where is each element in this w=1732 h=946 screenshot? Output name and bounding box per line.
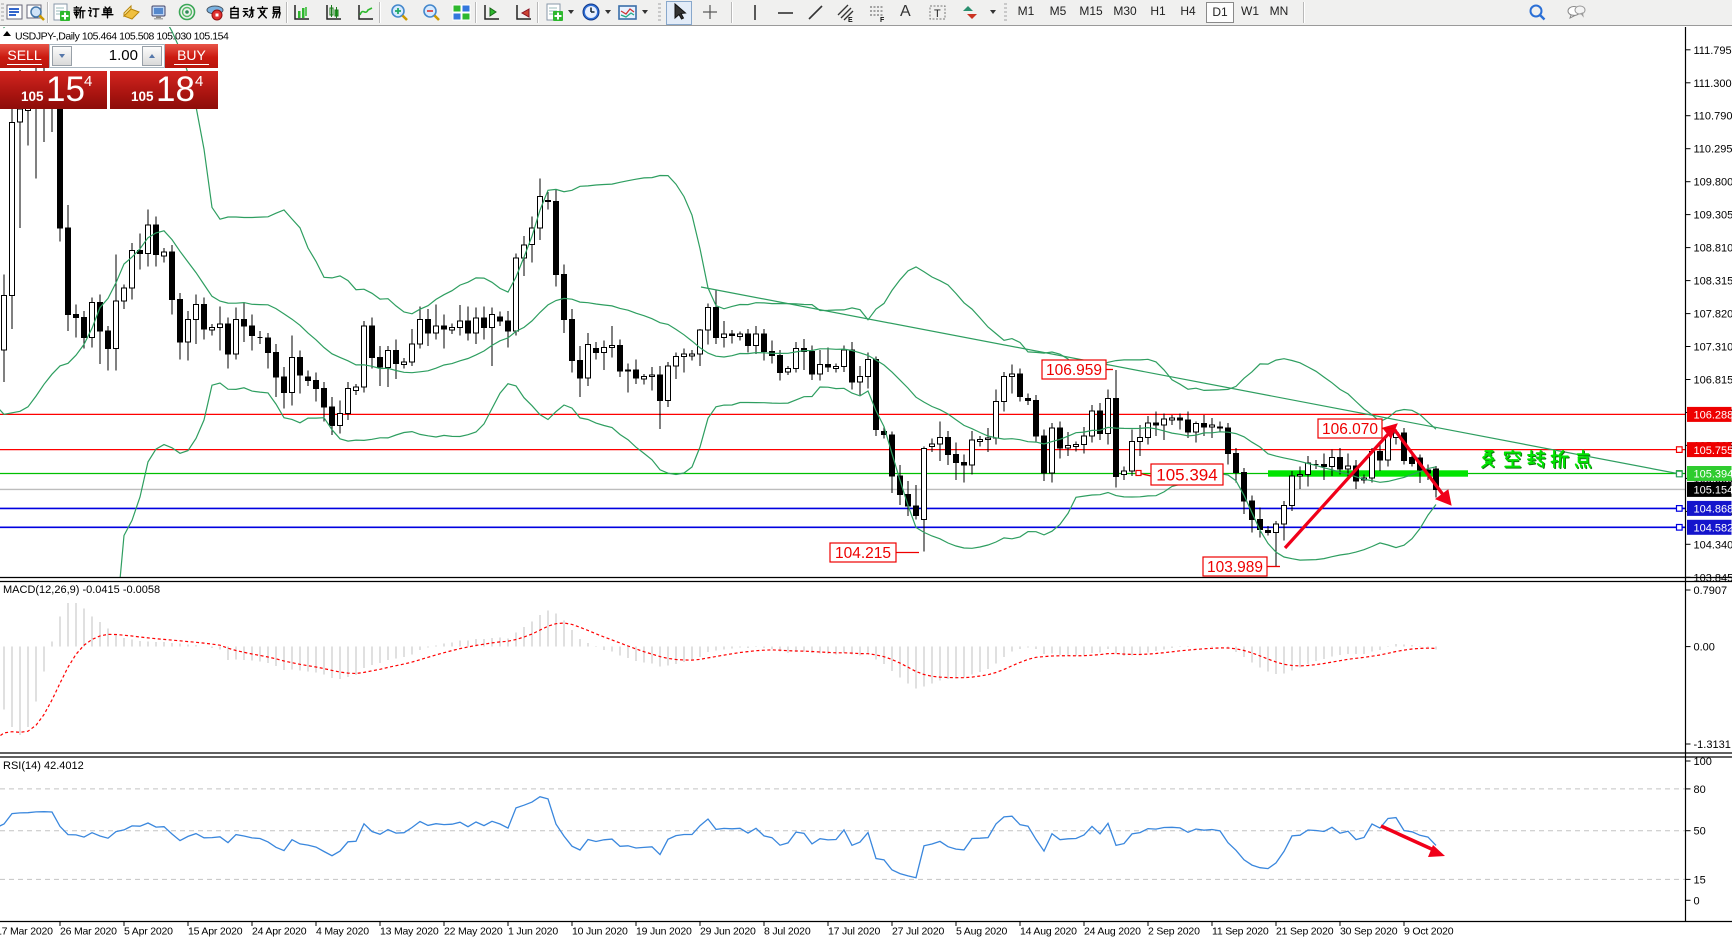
svg-text:104.582: 104.582 (1694, 523, 1732, 535)
svg-text:14 Aug 2020: 14 Aug 2020 (1020, 926, 1077, 938)
svg-text:107.310: 107.310 (1694, 342, 1732, 354)
svg-text:104.868: 104.868 (1694, 504, 1732, 516)
svg-text:30 Sep 2020: 30 Sep 2020 (1340, 926, 1398, 938)
svg-text:106.959: 106.959 (1046, 362, 1102, 379)
svg-text:110.295: 110.295 (1694, 144, 1732, 156)
svg-text:108.315: 108.315 (1694, 276, 1732, 288)
svg-text:105.154: 105.154 (1694, 485, 1732, 497)
svg-text:21 Sep 2020: 21 Sep 2020 (1276, 926, 1334, 938)
svg-text:13 May 2020: 13 May 2020 (380, 926, 439, 938)
svg-text:27 Jul 2020: 27 Jul 2020 (892, 926, 944, 938)
svg-text:104.215: 104.215 (835, 545, 891, 562)
svg-text:80: 80 (1694, 784, 1706, 796)
svg-text:11 Sep 2020: 11 Sep 2020 (1212, 926, 1269, 938)
svg-text:17 Mar 2020: 17 Mar 2020 (0, 926, 53, 938)
svg-text:0.00: 0.00 (1694, 642, 1715, 654)
svg-text:1 Jun 2020: 1 Jun 2020 (508, 926, 558, 938)
svg-text:103.845: 103.845 (1694, 572, 1732, 584)
svg-text:9 Oct 2020: 9 Oct 2020 (1404, 926, 1454, 938)
svg-text:15: 15 (1694, 874, 1706, 886)
svg-text:5 Apr 2020: 5 Apr 2020 (124, 926, 173, 938)
svg-text:E: E (848, 17, 853, 23)
svg-text:109.800: 109.800 (1694, 177, 1732, 189)
svg-text:19 Jun 2020: 19 Jun 2020 (636, 926, 692, 938)
svg-text:8 Jul 2020: 8 Jul 2020 (764, 926, 811, 938)
svg-text:24 Apr 2020: 24 Apr 2020 (252, 926, 307, 938)
svg-text:105.755: 105.755 (1694, 445, 1732, 457)
svg-text:2 Sep 2020: 2 Sep 2020 (1148, 926, 1200, 938)
svg-text:26 Mar 2020: 26 Mar 2020 (60, 926, 117, 938)
svg-text:F: F (880, 17, 885, 23)
svg-text:USDJPY-,Daily 105.464 105.508: USDJPY-,Daily 105.464 105.508 105.030 10… (15, 31, 229, 43)
svg-text:0.7907: 0.7907 (1694, 585, 1728, 597)
svg-text:-1.3131: -1.3131 (1694, 739, 1731, 751)
svg-text:106.070: 106.070 (1322, 421, 1378, 438)
svg-text:105.394: 105.394 (1694, 469, 1732, 481)
svg-text:108.810: 108.810 (1694, 243, 1732, 255)
svg-text:RSI(14) 42.4012: RSI(14) 42.4012 (3, 760, 84, 772)
svg-text:111.300: 111.300 (1694, 78, 1732, 90)
svg-text:4 May 2020: 4 May 2020 (316, 926, 369, 938)
svg-text:103.989: 103.989 (1207, 559, 1263, 576)
svg-text:0: 0 (1694, 895, 1700, 907)
svg-text:110.790: 110.790 (1694, 111, 1732, 123)
svg-text:T: T (934, 8, 941, 20)
svg-text:105.394: 105.394 (1156, 466, 1217, 485)
svg-text:106.288: 106.288 (1694, 410, 1732, 422)
svg-text:109.305: 109.305 (1694, 210, 1732, 222)
svg-text:10 Jun 2020: 10 Jun 2020 (572, 926, 628, 938)
svg-text:15 Apr 2020: 15 Apr 2020 (188, 926, 243, 938)
svg-text:106.815: 106.815 (1694, 375, 1732, 387)
svg-text:22 May 2020: 22 May 2020 (444, 926, 503, 938)
svg-text:MACD(12,26,9) -0.0415 -0.0058: MACD(12,26,9) -0.0415 -0.0058 (3, 584, 160, 596)
svg-text:104.340: 104.340 (1694, 539, 1732, 551)
svg-text:100: 100 (1694, 756, 1712, 768)
svg-text:24 Aug 2020: 24 Aug 2020 (1084, 926, 1141, 938)
svg-text:17 Jul 2020: 17 Jul 2020 (828, 926, 880, 938)
svg-text:50: 50 (1694, 826, 1706, 838)
svg-text:111.795: 111.795 (1694, 45, 1732, 57)
svg-text:107.820: 107.820 (1694, 309, 1732, 321)
svg-text:5 Aug 2020: 5 Aug 2020 (956, 926, 1007, 938)
svg-text:29 Jun 2020: 29 Jun 2020 (700, 926, 756, 938)
